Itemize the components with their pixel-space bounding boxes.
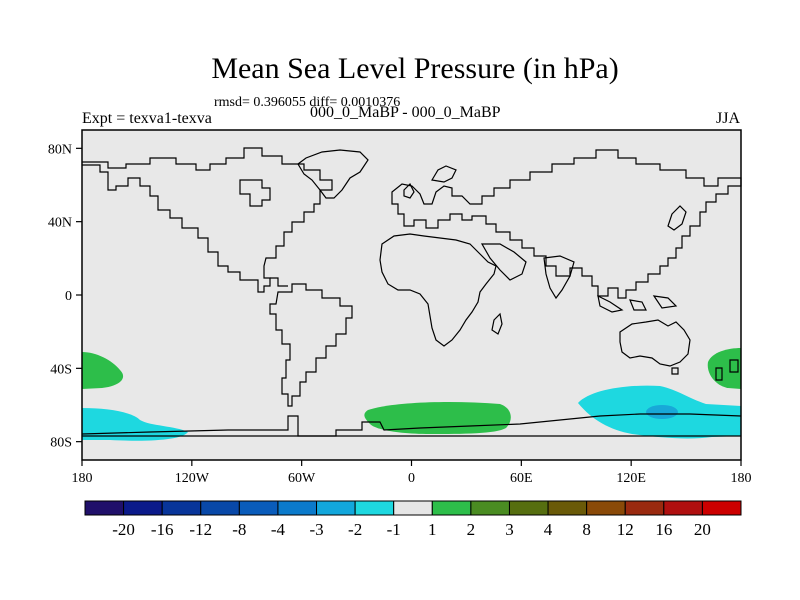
coastline-eurasia <box>391 149 742 299</box>
coastline-florida-gulf <box>270 277 288 287</box>
colorbar-label: -1 <box>387 520 401 539</box>
colorbar-label: 8 <box>582 520 591 539</box>
anomaly-southwest-pacific-green <box>82 352 124 389</box>
coastline-north-america <box>82 147 333 293</box>
stats-text: rmsd= 0.396055 diff= 0.0010376 <box>214 95 401 110</box>
colorbar-swatch <box>701 500 742 516</box>
colorbar-swatch <box>316 500 356 516</box>
plot-title: Mean Sea Level Pressure (in hPa) <box>211 52 619 85</box>
lon-tick-label: 60E <box>510 471 533 486</box>
coastline-africa <box>379 233 497 347</box>
colorbar-swatch <box>624 500 665 516</box>
plot-subtitle: 000_0_MaBP - 000_0_MaBP <box>310 104 501 121</box>
colorbar-label: -4 <box>271 520 286 539</box>
colorbar-label: 16 <box>655 520 672 539</box>
lon-tick-label: 180 <box>72 471 93 486</box>
colorbar-swatch <box>200 500 240 516</box>
coastline-new-zealand <box>715 359 739 381</box>
anomaly-south-pacific-cyan <box>82 408 188 441</box>
coastline-hudson-bay <box>239 179 271 207</box>
colorbar-label: 12 <box>617 520 634 539</box>
colorbar-swatch <box>277 500 318 516</box>
colorbar-swatch <box>161 500 202 516</box>
coastline-australia <box>619 319 691 367</box>
colorbar-swatch <box>508 500 549 516</box>
colorbar-label: -20 <box>112 520 135 539</box>
season-label: JJA <box>716 110 741 127</box>
lat-tick-label: 40N <box>48 216 72 231</box>
colorbar-label: 2 <box>467 520 476 539</box>
coastline-scandinavia <box>431 165 457 183</box>
coastline-south-america <box>269 283 353 407</box>
coastline-antarctica <box>81 413 742 437</box>
coastline-indonesia <box>597 294 678 313</box>
coastline-arabia <box>480 243 527 281</box>
latitude-axis: 80N 40N 0 40S 80S <box>48 142 82 451</box>
anomaly-south-indian-blue-core <box>646 405 678 419</box>
coastline-tasmania <box>671 367 679 375</box>
colorbar-swatch <box>354 500 395 516</box>
longitude-axis: 180 120W 60W 0 60E 120E 180 <box>72 460 752 486</box>
lon-tick-label: 120W <box>175 471 210 486</box>
lat-tick-label: 80S <box>50 436 72 451</box>
lon-tick-label: 180 <box>731 471 752 486</box>
lon-tick-label: 0 <box>408 471 415 486</box>
colorbar-swatch <box>393 500 433 516</box>
coastline-uk <box>403 182 415 199</box>
colorbar-label: -8 <box>232 520 246 539</box>
colorbar: -20 -16 -12 -8 -4 -3 -2 -1 1 2 3 4 8 12 16 20 <box>84 500 742 539</box>
coastlines <box>81 147 742 437</box>
colorbar-label: 4 <box>544 520 553 539</box>
lat-tick-label: 80N <box>48 142 72 157</box>
colorbar-label: -12 <box>189 520 212 539</box>
colorbar-label: -3 <box>309 520 323 539</box>
colorbar-swatch <box>547 500 588 516</box>
colorbar-label: 20 <box>694 520 711 539</box>
colorbar-swatch <box>663 500 703 516</box>
lat-tick-label: 40S <box>50 362 72 377</box>
coastline-madagascar <box>491 312 503 335</box>
coastline-india <box>543 255 575 300</box>
colorbar-label: -16 <box>151 520 174 539</box>
experiment-label: Expt = texva1-texva <box>82 110 212 127</box>
colorbar-label: 1 <box>428 520 437 539</box>
colorbar-swatch <box>586 500 626 516</box>
colorbar-label: 3 <box>505 520 514 539</box>
colorbar-swatch <box>238 500 279 516</box>
colorbar-label: -2 <box>348 520 362 539</box>
anomaly-south-atlantic-green <box>364 402 511 434</box>
colorbar-swatch <box>123 500 163 516</box>
lat-tick-label: 0 <box>65 289 72 304</box>
lon-tick-label: 120E <box>616 471 646 486</box>
colorbar-swatch <box>431 500 472 516</box>
lon-tick-label: 60W <box>288 471 316 486</box>
anomaly-layer <box>82 348 741 441</box>
colorbar-swatch <box>470 500 510 516</box>
coastline-japan <box>667 205 687 231</box>
colorbar-swatch <box>84 500 125 516</box>
coastline-greenland <box>297 149 369 199</box>
